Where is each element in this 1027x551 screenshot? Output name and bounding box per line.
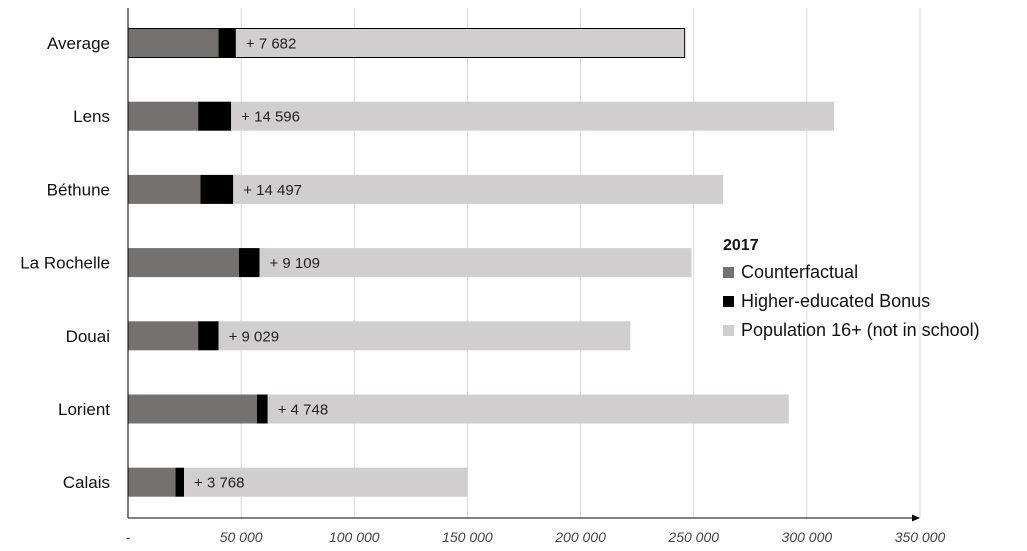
bar-segment-higher-educated-bonus (198, 101, 232, 131)
bar-segment-higher-educated-bonus (175, 467, 185, 497)
legend-swatch (723, 296, 734, 307)
bar-segment-population-16-not-in-school (184, 467, 468, 497)
x-tick-label: 350 000 (895, 529, 946, 545)
bar-segment-higher-educated-bonus (198, 321, 219, 351)
legend-swatch (723, 325, 734, 336)
x-tick-label: 300 000 (782, 529, 833, 545)
bar-segment-higher-educated-bonus (238, 248, 260, 278)
bar-segment-population-16-not-in-school (233, 174, 724, 204)
category-label: Lorient (58, 400, 110, 419)
x-tick-label: 250 000 (667, 529, 719, 545)
category-label: La Rochelle (20, 254, 110, 273)
legend: 2017 Counterfactual Higher-educated Bonus P… (723, 237, 980, 340)
bar-segment-counterfactual (128, 28, 219, 58)
bar-segment-higher-educated-bonus (256, 394, 268, 424)
legend-entry-label: Population 16+ (not in school) (741, 320, 980, 340)
bar-segment-counterfactual (128, 101, 199, 131)
x-tick-label: - (126, 529, 131, 545)
bar-segment-counterfactual (128, 174, 201, 204)
bar-segment-population-16-not-in-school (235, 28, 685, 58)
bar-segment-higher-educated-bonus (218, 28, 236, 58)
bonus-data-label: + 4 748 (278, 402, 328, 419)
legend-entry-label: Higher-educated Bonus (741, 291, 930, 311)
bonus-data-label: + 9 029 (229, 328, 279, 345)
bar-segment-counterfactual (128, 321, 199, 351)
bonus-data-label: + 14 497 (243, 182, 302, 199)
x-axis-arrow (912, 514, 920, 522)
bar-segment-population-16-not-in-school (267, 394, 789, 424)
x-tick-label: 200 000 (554, 529, 606, 545)
legend-title: 2017 (723, 237, 759, 254)
bar-segment-population-16-not-in-school (259, 248, 692, 278)
x-tick-label: 50 000 (220, 529, 263, 545)
bonus-data-label: + 9 109 (269, 255, 319, 272)
category-label: Béthune (47, 180, 110, 199)
bar-segment-counterfactual (128, 394, 257, 424)
bonus-data-label: + 14 596 (241, 109, 300, 126)
bars: + 7 682 + 14 596 + 14 497 + 9 109 + 9 029 + 4… (127, 28, 835, 497)
bar-segment-counterfactual (128, 248, 239, 278)
bar-segment-higher-educated-bonus (200, 174, 234, 204)
category-label: Average (47, 34, 110, 53)
bar-segment-population-16-not-in-school (218, 321, 631, 351)
x-tick-label: 150 000 (442, 529, 493, 545)
bar-segment-counterfactual (128, 467, 176, 497)
bar-segment-population-16-not-in-school (231, 101, 835, 131)
legend-swatch (723, 267, 734, 278)
legend-entry-label: Counterfactual (741, 262, 858, 282)
bonus-data-label: + 7 682 (246, 36, 296, 53)
category-label: Douai (66, 327, 110, 346)
x-tick-label: 100 000 (329, 529, 380, 545)
bonus-data-label: + 3 768 (194, 475, 244, 492)
axes: - 50 000 100 000 150 000 200 000 250 000 300 0… (20, 8, 946, 545)
category-label: Lens (73, 107, 110, 126)
category-label: Calais (63, 473, 110, 492)
